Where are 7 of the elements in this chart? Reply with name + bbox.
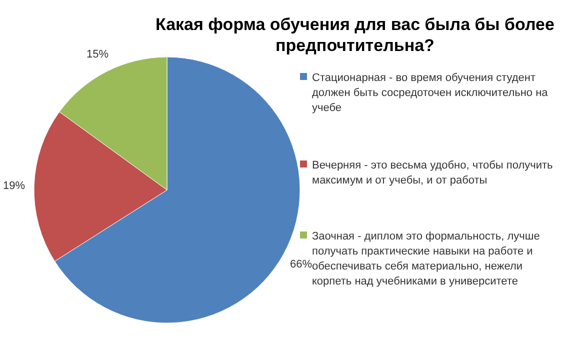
data-label: 66% [290,258,312,271]
legend-label: Стационарная - во время обучения студент должен быть сосредоточен исключительно на учебе [312,72,549,114]
chart-title: Какая форма обучения для вас была бы более предпочтительна? [156,15,554,55]
legend-label: Заочная - диплом это формальность, лучше получать практические навыки на работе и обеспечивать себя материально, нежели корпеть над учебниками в университете [312,230,540,288]
legend-label: Вечерняя - это весьма удобно, чтобы получить максимум и от учебы, и от работы [312,160,554,186]
data-label: 19% [3,180,26,192]
data-label: 15% [86,48,109,61]
